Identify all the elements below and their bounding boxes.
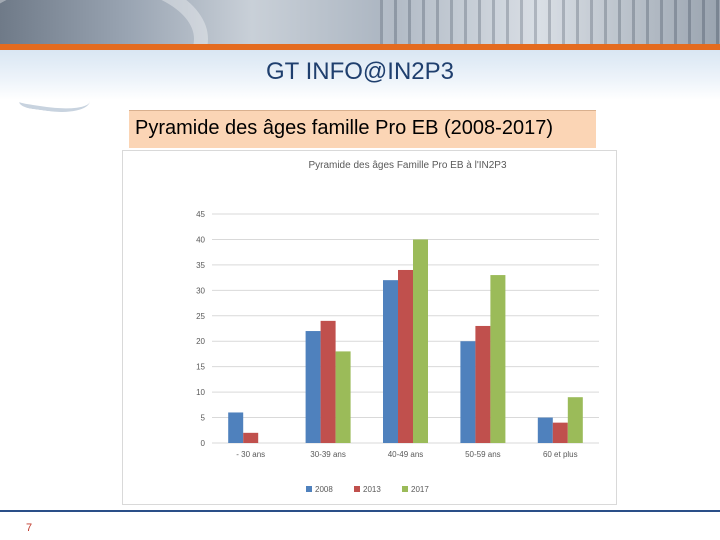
bar-2008 xyxy=(228,412,244,443)
y-tick-label: 0 xyxy=(201,439,206,448)
y-tick-label: 40 xyxy=(196,235,205,244)
y-tick-label: 20 xyxy=(196,337,205,346)
accent-bar xyxy=(0,44,720,50)
x-tick-label: 60 et plus xyxy=(543,450,578,459)
x-tick-label: - 30 ans xyxy=(236,450,265,459)
bar-2008 xyxy=(460,341,476,443)
bar-2017 xyxy=(567,397,583,443)
legend-label: 2013 xyxy=(363,485,381,494)
bar-2013 xyxy=(243,432,259,443)
banner-texture xyxy=(380,0,720,46)
bar-2013 xyxy=(475,325,491,443)
y-tick-label: 35 xyxy=(196,261,205,270)
bar-2017 xyxy=(413,239,428,443)
footer-line xyxy=(0,510,720,512)
banner-decoration xyxy=(0,0,208,46)
bar-2017 xyxy=(490,275,506,443)
bar-2008 xyxy=(305,331,321,443)
bar-2017 xyxy=(335,351,351,443)
bar-2013 xyxy=(320,320,336,443)
slide-subtitle: Pyramide des âges famille Pro EB (2008-2… xyxy=(135,117,553,139)
x-tick-label: 40-49 ans xyxy=(388,450,424,459)
y-tick-label: 5 xyxy=(201,414,206,423)
bar-chart: Pyramide des âges Famille Pro EB à l'IN2… xyxy=(196,160,599,494)
y-tick-label: 30 xyxy=(196,286,205,295)
x-tick-label: 50-59 ans xyxy=(465,450,501,459)
y-tick-label: 10 xyxy=(196,388,205,397)
legend-swatch-2017 xyxy=(402,486,408,492)
legend-label: 2008 xyxy=(315,485,333,494)
title-band xyxy=(0,50,720,100)
y-tick-label: 15 xyxy=(196,363,205,372)
legend-swatch-2013 xyxy=(354,486,360,492)
y-tick-label: 45 xyxy=(196,210,205,219)
slide-title: GT INFO@IN2P3 xyxy=(266,58,454,85)
bar-2008 xyxy=(383,280,398,443)
bar-2013 xyxy=(398,269,413,443)
legend-swatch-2008 xyxy=(306,486,312,492)
legend-label: 2017 xyxy=(411,485,429,494)
page-number: 7 xyxy=(26,522,33,534)
bar-2008 xyxy=(537,417,553,443)
chart-frame: Pyramide des âges Famille Pro EB à l'IN2… xyxy=(122,150,617,505)
subtitle-box: Pyramide des âges famille Pro EB (2008-2… xyxy=(129,110,596,148)
bar-2013 xyxy=(552,422,568,443)
chart-title: Pyramide des âges Famille Pro EB à l'IN2… xyxy=(308,160,507,171)
y-tick-label: 25 xyxy=(196,312,205,321)
header-banner xyxy=(0,0,720,46)
x-tick-label: 30-39 ans xyxy=(310,450,346,459)
